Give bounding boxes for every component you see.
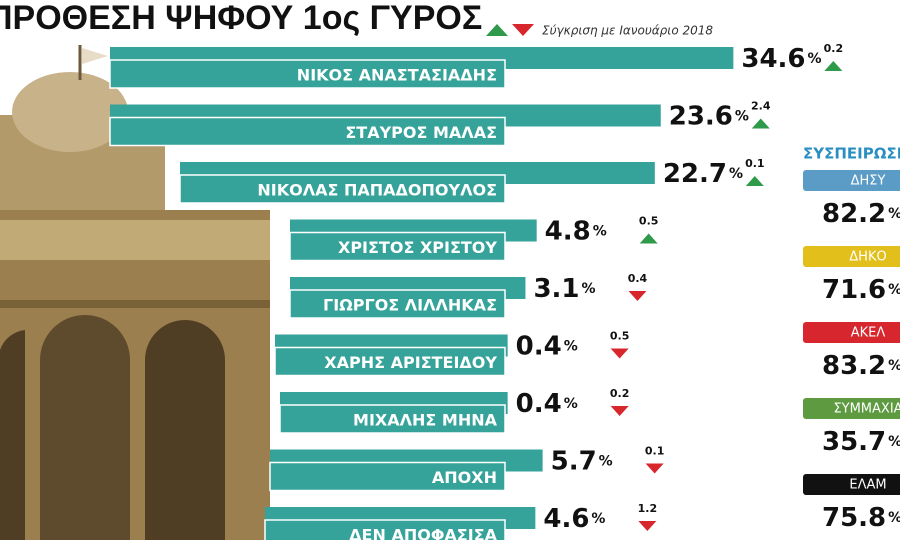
category-label: ΔΕΝ ΑΠΟΦΑΣΙΣΑ	[349, 526, 497, 540]
change-label: 0.1	[745, 157, 765, 170]
legend-down-arrow	[512, 24, 534, 36]
party-value-unit: %	[888, 206, 900, 222]
value-number: 0.4	[516, 331, 562, 361]
value-number: 0.4	[516, 389, 562, 419]
party-label: ΣΥΜΜΑΧΙΑ	[833, 402, 900, 417]
value-unit: %	[729, 166, 743, 182]
change-label: 0.2	[824, 42, 844, 55]
value-unit: %	[582, 281, 596, 297]
party-tile	[803, 398, 900, 419]
category-label: ΝΙΚΟΛΑΣ ΠΑΠΑΔΟΠΟΥΛΟΣ	[257, 181, 497, 200]
chart-title: ΠΡΟΘΕΣΗ ΨΗΦΟΥ 1ος ΓΥΡΟΣ	[0, 0, 482, 37]
panel-title: ΣΥΣΠΕΙΡΩΣΗ	[803, 145, 900, 163]
change-arrow	[610, 406, 629, 416]
party-tile	[803, 246, 900, 267]
change-label: 0.5	[639, 215, 659, 228]
value-number: 4.6	[543, 504, 589, 534]
value-number: 34.6	[741, 44, 805, 74]
change-label: 0.2	[610, 387, 630, 400]
value-label: 0.4%	[516, 331, 578, 361]
category-label: ΧΡΙΣΤΟΣ ΧΡΙΣΤΟΥ	[338, 238, 497, 257]
category-label: ΓΙΩΡΓΟΣ ΛΙΛΛΗΚΑΣ	[323, 296, 497, 315]
value-number: 3.1	[533, 274, 579, 304]
value-label: 0.4%	[516, 389, 578, 419]
name-band	[279, 404, 506, 434]
value-label: 5.7%	[551, 446, 613, 476]
party-value: 82.2%	[822, 199, 900, 229]
category-label: ΣΤΑΥΡΟΣ ΜΑΛΑΣ	[345, 123, 497, 142]
value-unit: %	[599, 454, 613, 470]
value-unit: %	[735, 109, 749, 125]
change-label: 0.4	[628, 272, 648, 285]
change-arrow	[628, 291, 647, 301]
change-arrow	[745, 176, 764, 186]
name-band	[289, 231, 506, 262]
value-label: 22.7%	[663, 159, 743, 189]
change-arrow	[645, 463, 664, 474]
party-value-number: 35.7	[822, 427, 886, 457]
party-value: 71.6%	[822, 275, 900, 305]
party-label: ΕΛΑΜ	[849, 478, 886, 493]
value-label: 23.6%	[669, 101, 749, 131]
change-label: 2.4	[751, 100, 771, 113]
party-value-unit: %	[888, 282, 900, 298]
value-label: 34.6%	[741, 44, 821, 74]
value-unit: %	[591, 511, 605, 527]
category-label: ΑΠΟΧΗ	[432, 468, 497, 487]
name-band	[289, 289, 506, 319]
legend-up-arrow	[486, 24, 508, 36]
party-value: 75.8%	[822, 503, 900, 533]
party-label: ΔΗΣΥ	[851, 174, 886, 189]
value-label: 4.6%	[543, 504, 605, 534]
category-label: ΝΙΚΟΣ ΑΝΑΣΤΑΣΙΑΔΗΣ	[297, 66, 497, 85]
value-unit: %	[564, 396, 578, 412]
value-number: 22.7	[663, 159, 727, 189]
party-value-unit: %	[888, 510, 900, 526]
party-tile	[803, 474, 900, 495]
party-value-number: 71.6	[822, 275, 886, 305]
change-arrow	[824, 61, 843, 71]
name-band	[264, 519, 506, 540]
party-value-unit: %	[888, 358, 900, 374]
change-arrow	[639, 233, 658, 244]
change-label: 1.2	[638, 502, 658, 515]
value-unit: %	[593, 224, 607, 240]
party-value-unit: %	[888, 434, 900, 450]
name-band	[274, 346, 506, 377]
value-number: 4.8	[545, 216, 591, 246]
value-number: 23.6	[669, 101, 733, 131]
party-label: ΑΚΕΛ	[851, 326, 886, 341]
name-band	[179, 174, 506, 204]
building-photo	[0, 45, 270, 540]
chart-subtitle: Σύγκριση με Ιανουάριο 2018	[542, 24, 713, 38]
name-band	[109, 116, 506, 147]
value-unit: %	[808, 51, 822, 67]
change-arrow	[610, 348, 629, 359]
party-value: 83.2%	[822, 351, 900, 381]
change-label: 0.1	[645, 445, 665, 458]
change-arrow	[751, 118, 770, 129]
party-value: 35.7%	[822, 427, 900, 457]
category-label: ΧΑΡΗΣ ΑΡΙΣΤΕΙΔΟΥ	[324, 353, 497, 372]
party-tile	[803, 322, 900, 343]
change-arrow	[638, 521, 657, 531]
value-number: 5.7	[551, 446, 597, 476]
party-value-number: 83.2	[822, 351, 886, 381]
value-label: 3.1%	[533, 274, 595, 304]
value-unit: %	[564, 339, 578, 355]
change-label: 0.5	[610, 330, 630, 343]
category-label: ΜΙΧΑΛΗΣ ΜΗΝΑ	[353, 411, 498, 430]
party-tile	[803, 170, 900, 191]
party-value-number: 75.8	[822, 503, 886, 533]
value-label: 4.8%	[545, 216, 607, 246]
party-label: ΔΗΚΟ	[849, 250, 886, 265]
name-band	[269, 461, 506, 492]
name-band	[109, 59, 506, 89]
party-value-number: 82.2	[822, 199, 886, 229]
